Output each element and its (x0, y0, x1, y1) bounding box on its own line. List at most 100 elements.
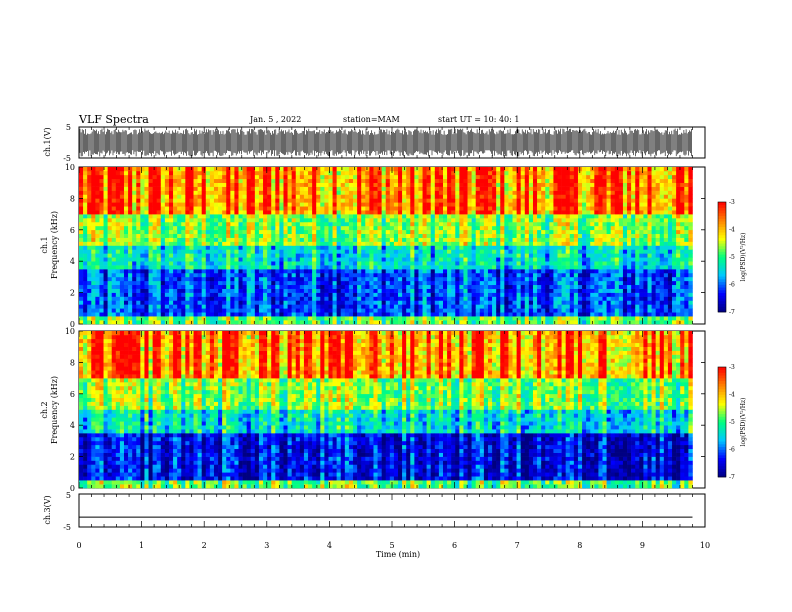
spectrogram-cell (414, 190, 419, 195)
spectrogram-cell (271, 170, 276, 176)
spectrogram-cell (87, 272, 92, 278)
spectrogram-cell (173, 190, 178, 195)
spectrogram-cell (287, 245, 292, 250)
spectrogram-cell (283, 253, 288, 258)
spectrogram-cell (189, 249, 194, 254)
spectrogram-cell (426, 170, 432, 176)
spectrogram-cell (410, 194, 415, 199)
spectrogram-cell (177, 316, 182, 321)
spectrogram-cell (320, 265, 325, 270)
spectrogram-cell (467, 218, 472, 223)
spectrogram-cell (340, 292, 346, 297)
spectrogram-cell (234, 167, 239, 172)
spectrogram-cell (414, 272, 419, 278)
spectrogram-cell (361, 261, 366, 266)
spectrogram-cell (246, 202, 252, 207)
spectrogram-cell (123, 182, 129, 187)
spectrogram-cell (295, 284, 301, 289)
spectrogram-cell (385, 249, 391, 254)
spectrogram-cell (185, 190, 190, 195)
spectrogram-cell (83, 245, 88, 250)
spectrogram-cell (213, 261, 219, 266)
spectrogram-cell (500, 296, 505, 301)
spectrogram-cell (361, 288, 366, 293)
spectrogram-cell (479, 186, 485, 191)
spectrogram-cell (582, 245, 587, 250)
spectrogram-cell (361, 269, 366, 274)
spectrogram-cell (185, 316, 190, 321)
spectrogram-cell (136, 190, 141, 195)
spectrogram-cell (332, 210, 337, 215)
spectrogram-cell (123, 257, 129, 262)
spectrogram-cell (377, 174, 382, 180)
spectrogram-cell (103, 280, 108, 286)
spectrogram-cell (148, 284, 153, 289)
spectrogram-cell (328, 265, 333, 270)
spectrogram-cell (119, 288, 125, 293)
spectrogram-cell (516, 229, 522, 235)
spectrogram-cell (398, 265, 403, 270)
spectrogram-cell (459, 280, 464, 286)
spectrogram-cell (336, 284, 342, 289)
spectrogram-cell (438, 261, 444, 266)
spectrogram-cell (95, 249, 100, 254)
spectrogram-cell (385, 241, 391, 246)
spectrogram-cell (537, 304, 542, 309)
spectrogram-cell (414, 316, 419, 321)
spectrogram-cell (406, 245, 411, 250)
spectrogram-cell (295, 249, 301, 254)
spectrogram-cell (205, 241, 211, 246)
spectrogram-cell (152, 296, 158, 301)
spectrogram-cell (312, 312, 317, 317)
spectrogram-cell (119, 316, 125, 321)
spectrogram-cell (320, 272, 325, 278)
spectrogram-cell (103, 237, 108, 242)
spectrogram-cell (173, 202, 178, 207)
spectrogram-cell (553, 190, 558, 195)
spectrogram-cell (455, 182, 460, 187)
spectrogram-cell (365, 167, 370, 172)
spectrogram-cell (492, 253, 497, 258)
spectrogram-cell (467, 292, 472, 297)
spectrogram-cell (168, 257, 174, 262)
spectrogram-cell (348, 206, 354, 211)
spectrogram-cell (132, 312, 137, 317)
spectrogram-cell (312, 272, 317, 278)
spectrogram-cell (95, 284, 100, 289)
spectrogram-cell (242, 186, 247, 191)
spectrogram-cell (254, 300, 260, 305)
spectrogram-cell (402, 194, 407, 199)
spectrogram-cell (213, 206, 219, 211)
spectrogram-cell (83, 170, 88, 176)
spectrogram-cell (451, 245, 456, 250)
spectrogram-cell (528, 280, 534, 286)
spectrogram-cell (275, 229, 280, 235)
spectrogram-cell (295, 269, 301, 274)
spectrogram-cell (328, 225, 333, 231)
spectrogram-cell (398, 178, 403, 183)
spectrogram-cell (487, 241, 493, 246)
spectrogram-cell (537, 202, 542, 207)
spectrogram-cell (316, 174, 321, 180)
spectrogram-cell (246, 221, 252, 227)
spectrogram-cell (532, 225, 538, 231)
spectrogram-cell (320, 312, 325, 317)
spectrogram-cell (537, 320, 542, 325)
spectrogram-cell (79, 261, 84, 266)
spectrogram-cell (136, 182, 141, 187)
spectrogram-cell (246, 210, 252, 215)
spectrogram-cell (164, 190, 170, 195)
spectrogram-cell (226, 182, 231, 187)
spectrogram-cell (398, 218, 403, 223)
spectrogram-cell (197, 178, 202, 183)
spectrogram-cell (512, 304, 517, 309)
spectrogram-cell (136, 276, 141, 282)
spectrogram-cell (132, 249, 137, 254)
spectrogram-cell (271, 233, 276, 238)
spectrogram-cell (287, 202, 292, 207)
spectrogram-cell (430, 241, 436, 246)
spectrogram-cell (136, 245, 141, 250)
spectrogram-cell (353, 249, 358, 254)
spectrogram-cell (381, 237, 387, 242)
spectrogram-cell (422, 194, 427, 199)
